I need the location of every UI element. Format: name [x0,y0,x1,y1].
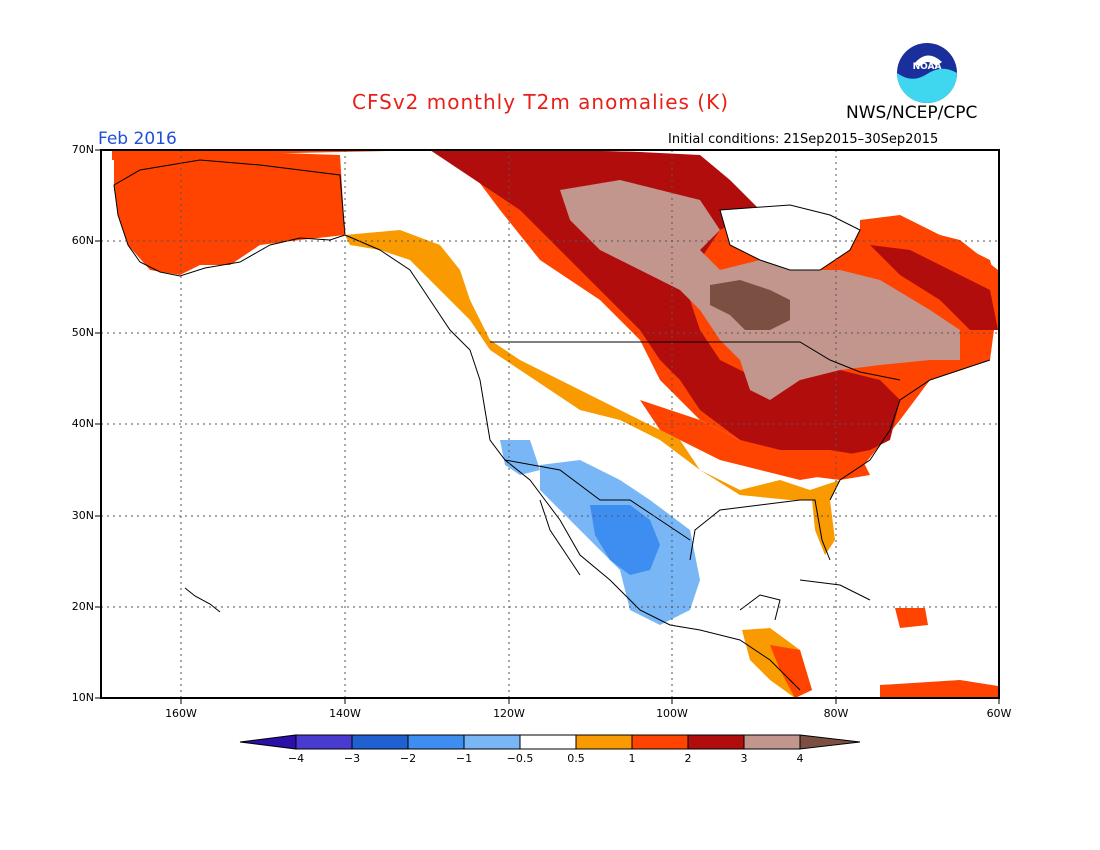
ticks [95,149,1000,704]
colorbar-label: −0.5 [506,752,534,765]
colorbar-swatch-9 [743,734,801,750]
coastlines [113,159,991,691]
lat-label-20: 20N [71,600,94,613]
region-core-brown [710,280,790,330]
coast-east [829,359,991,501]
colorbar-label: 0.5 [567,752,585,765]
lat-label-10: 10N [71,691,94,704]
region-west-orange [345,230,840,500]
lat-label-40: 40N [71,417,94,430]
anomaly-fields [112,150,998,698]
colorbar-swatch-highest [799,734,861,750]
region-mexico-blue [590,505,660,575]
lat-label-70: 70N [71,143,94,156]
lat-label-60: 60N [71,234,94,247]
lat-label-50: 50N [71,326,94,339]
logo-text: NOAA [913,62,942,72]
region-centralamerica-red [770,645,812,698]
region-alaska-main [114,152,345,275]
lon-label-160w: 160W [165,707,197,720]
agency-label: NWS/NCEP/CPC [846,103,978,123]
colorbar-label: −4 [287,752,305,765]
colorbar-label: −3 [343,752,361,765]
colorbar-swatch-4 [463,734,521,750]
colorbar-label: 4 [796,752,804,765]
colorbar-swatch-3 [407,734,465,750]
coast-yucatan [739,594,781,621]
region-arizona-lightblue [500,440,540,475]
lat-label-30: 30N [71,509,94,522]
region-southamerica-red [880,680,998,698]
coast-west [344,234,801,691]
initial-conditions: Initial conditions: 21Sep2015–30Sep2015 [668,132,939,147]
coast-gulf [689,499,831,561]
lon-label-60w: 60W [986,707,1012,720]
lon-label-100w: 100W [656,707,688,720]
region-arctic-neutral [830,152,998,240]
coast-cuba [799,579,871,601]
colorbar-swatch-7 [631,734,689,750]
border-us-canada [490,341,901,381]
graticule [101,150,999,698]
chart-title: CFSv2 monthly T2m anomalies (K) [352,90,729,114]
colorbar-swatch-6 [575,734,633,750]
colorbar-label: 1 [628,752,636,765]
noaa-logo: NOAA [897,43,957,103]
colorbar-label: −1 [455,752,473,765]
colorbar-swatch-lowest [239,734,297,750]
coast-hawaii [184,587,221,613]
region-labrador-darkred [870,245,998,330]
lon-label-140w: 140W [329,707,361,720]
lon-label-120w: 120W [493,707,525,720]
colorbar-label: −2 [399,752,417,765]
colorbar-label: 3 [740,752,748,765]
lon-label-80w: 80W [823,707,849,720]
colorbar-swatch-2 [351,734,409,750]
coast-bajacalifornia [539,499,581,576]
border-us-mexico [504,459,691,541]
colorbar-label: 2 [684,752,692,765]
coast-alaska [113,159,346,277]
coast-hudson [719,204,861,271]
region-caribbean-red [895,608,928,628]
forecast-month: Feb 2016 [98,129,177,149]
colorbar-swatch-8 [687,734,745,750]
region-east-red [640,400,870,480]
colorbar-swatch-5 [519,734,577,750]
colorbar-swatch-1 [295,734,353,750]
colorbar [239,734,861,750]
region-hudson-neutral [720,205,860,270]
